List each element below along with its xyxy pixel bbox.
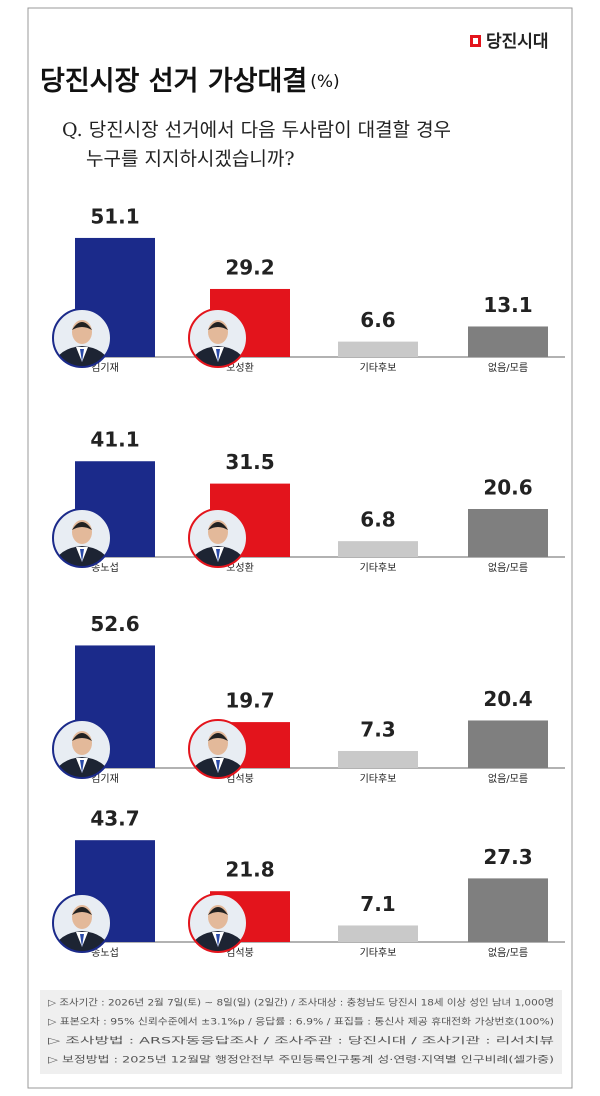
value-label: 13.1 — [483, 293, 532, 317]
photo-hair — [208, 907, 228, 915]
bar — [468, 720, 548, 768]
value-label: 41.1 — [90, 428, 139, 452]
photo-tie — [80, 934, 84, 947]
bar — [338, 541, 418, 557]
photo-tie — [216, 549, 220, 562]
value-label: 7.3 — [360, 717, 395, 741]
title-unit: (%) — [310, 72, 339, 92]
value-label: 7.1 — [360, 892, 395, 916]
note: ▷ 조사방법 : ARS자동응답조사 / 조사주관 : 당진시대 / 조사기관 … — [48, 1035, 554, 1047]
category-label: 김석붕 — [226, 947, 254, 959]
category-label: 기타후보 — [360, 773, 397, 785]
category-label: 기타후보 — [360, 362, 397, 374]
photo-ring — [52, 719, 112, 779]
category-label: 없음/모름 — [488, 946, 528, 959]
photo-hair — [72, 907, 92, 915]
category-label: 없음/모름 — [488, 772, 528, 785]
brand: 당진시대 — [486, 32, 549, 52]
photo-hair — [72, 522, 92, 530]
photo-hair — [208, 522, 228, 530]
note: ▷ 조사기간 : 2026년 2월 7일(토) ~ 8일(일) (2일간) / … — [48, 997, 554, 1009]
category-label: 기타후보 — [360, 562, 397, 574]
note: ▷ 표본오차 : 95% 신뢰수준에서 ±3.1%p / 응답률 : 6.9% … — [48, 1016, 554, 1028]
photo-tie — [216, 760, 220, 773]
category-label: 송노섭 — [91, 562, 119, 574]
category-label: 김기재 — [91, 362, 119, 374]
photo-ring — [52, 893, 112, 953]
value-label: 51.1 — [90, 204, 139, 228]
question-line: 누구를 지지하시겠습니까? — [86, 148, 295, 170]
bar — [338, 750, 418, 768]
photo-tie — [216, 934, 220, 947]
photo-ring — [52, 508, 112, 568]
photo-tie — [216, 349, 220, 362]
value-label: 6.6 — [360, 308, 395, 332]
category-label: 없음/모름 — [488, 361, 528, 374]
value-label: 20.6 — [483, 476, 532, 500]
photo-ring — [52, 308, 112, 368]
photo-tie — [80, 549, 84, 562]
photo-ring — [188, 719, 248, 779]
category-label: 없음/모름 — [488, 561, 528, 574]
value-label: 43.7 — [90, 807, 139, 831]
bar — [468, 878, 548, 942]
value-label: 29.2 — [225, 255, 274, 279]
photo-hair — [208, 322, 228, 330]
photo-hair — [72, 733, 92, 741]
note: ▷ 보정방법 : 2025년 12월말 행정안전부 주민등록인구통계 성·연령·… — [48, 1054, 554, 1066]
value-label: 52.6 — [90, 612, 139, 636]
bar — [338, 925, 418, 942]
value-label: 19.7 — [225, 689, 274, 713]
value-label: 31.5 — [225, 450, 274, 474]
value-label: 27.3 — [483, 845, 532, 869]
title-main: 당진시장 선거 가상대결 — [40, 66, 307, 97]
category-label: 김석붕 — [226, 773, 254, 785]
bar — [468, 509, 548, 557]
category-label: 오성환 — [226, 562, 254, 574]
bar — [338, 341, 418, 357]
value-label: 21.8 — [225, 858, 274, 882]
photo-hair — [208, 733, 228, 741]
value-label: 20.4 — [483, 687, 532, 711]
category-label: 김기재 — [91, 773, 119, 785]
photo-hair — [72, 322, 92, 330]
candidate-photo — [53, 509, 111, 567]
value-label: 6.8 — [360, 508, 395, 532]
bar — [468, 326, 548, 357]
photo-ring — [188, 308, 248, 368]
category-label: 오성환 — [226, 362, 254, 374]
photo-tie — [80, 349, 84, 362]
photo-ring — [188, 508, 248, 568]
photo-tie — [80, 760, 84, 773]
category-label: 송노섭 — [91, 947, 119, 959]
notes-box — [40, 990, 562, 1074]
photo-ring — [188, 893, 248, 953]
question-line: Q. 당진시장 선거에서 다음 두사람이 대결할 경우 — [62, 119, 451, 141]
title: 당진시장 선거 가상대결 (%) — [40, 66, 340, 97]
category-label: 기타후보 — [360, 947, 397, 959]
brand-icon-inner — [473, 38, 478, 44]
